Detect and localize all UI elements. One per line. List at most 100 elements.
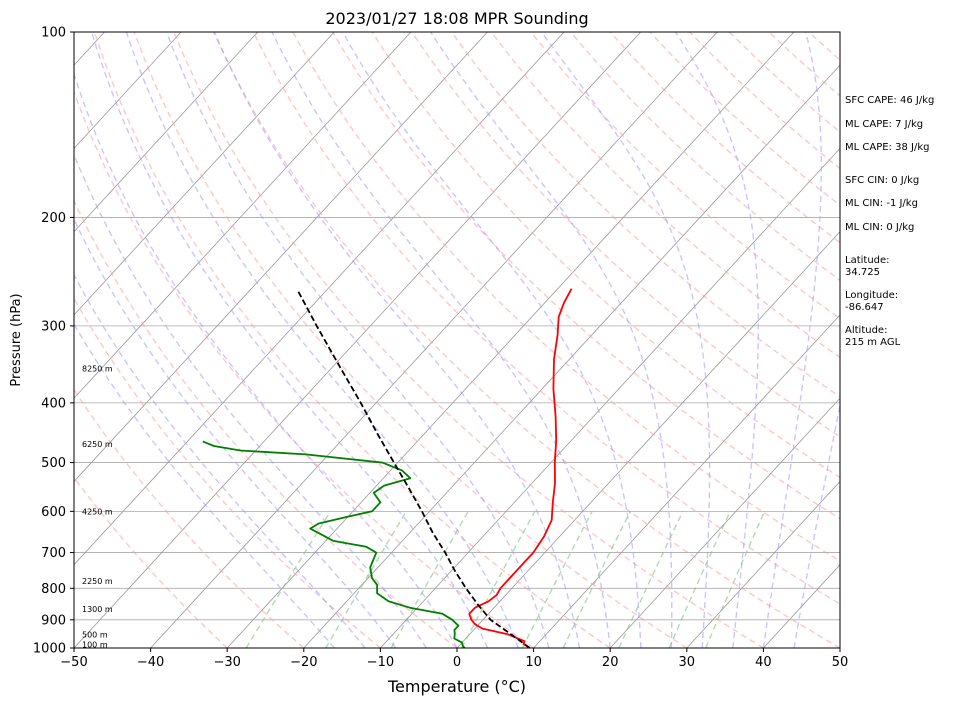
x-tick-label: 0 [453, 655, 461, 670]
mixing-ratio-line [562, 510, 632, 648]
sfc-cape-label: SFC CAPE: 46 J/kg [845, 95, 935, 106]
moist-adiabat-line [540, 32, 711, 648]
parcel-trace [297, 291, 531, 648]
isotherm-line [74, 32, 335, 316]
isotherm-line [74, 32, 258, 233]
mixing-ratio-line [705, 511, 766, 648]
mixing-ratio-line [325, 510, 407, 648]
x-tick-label: −20 [290, 655, 317, 670]
isotherm-line [150, 32, 718, 648]
ml-cin-label-2: ML CIN: 0 J/kg [845, 222, 915, 233]
moist-adiabat-line [74, 72, 458, 648]
temperature-trace [468, 288, 573, 648]
plot-frame [73, 31, 841, 649]
mixing-ratio-line [618, 511, 684, 648]
x-tick-label: −30 [213, 655, 240, 670]
isotherm-line [303, 64, 840, 648]
isotherm-line [74, 32, 412, 399]
dry-adiabat-line [74, 89, 535, 648]
isotherm-line [686, 480, 840, 648]
height-label: 4250 m [82, 508, 113, 517]
moist-adiabat-line [793, 402, 840, 648]
y-axis-label: Pressure (hPa) [9, 293, 24, 386]
isotherm-line [74, 32, 488, 483]
height-label: 6250 m [82, 440, 113, 449]
dry-adiabat-line [93, 32, 611, 648]
dry-adiabat-line [451, 32, 840, 398]
moist-adiabat-line [430, 32, 673, 648]
x-axis-label: Temperature (°C) [387, 677, 526, 696]
longitude-label: Longitude: -86.647 [845, 290, 899, 313]
dry-adiabat-line [74, 296, 381, 648]
height-label: 2250 m [82, 577, 113, 586]
moist-adiabat-line [762, 32, 823, 648]
chart-title: 2023/01/27 18:08 MPR Sounding [325, 9, 588, 28]
isotherm-line [380, 147, 840, 648]
dry-adiabat-line [371, 32, 840, 479]
height-label: 8250 m [82, 364, 113, 373]
ml-cin-label-1: ML CIN: -1 J/kg [845, 198, 918, 209]
dry-adiabat-line [133, 32, 688, 648]
moist-adiabat-line [674, 32, 759, 648]
isotherm-line [74, 32, 565, 566]
dry-adiabat-line [173, 32, 764, 648]
dry-adiabat-line [74, 388, 305, 648]
y-tick-label: 800 [41, 582, 66, 597]
x-tick-label: 10 [525, 655, 542, 670]
sfc-cin-label: SFC CIN: 0 J/kg [845, 175, 920, 186]
moist-adiabat-line [341, 32, 642, 648]
isotherm-line [533, 314, 840, 648]
y-tick-label: 900 [41, 613, 66, 628]
x-tick-label: −50 [60, 655, 87, 670]
x-tick-label: 50 [832, 655, 849, 670]
y-tick-label: 300 [41, 319, 66, 334]
dry-adiabat-line [490, 32, 840, 359]
x-tick-label: 30 [679, 655, 696, 670]
dewpoint-trace [202, 440, 466, 648]
x-tick-label: 40 [755, 655, 772, 670]
y-tick-label: 600 [41, 505, 66, 520]
x-tick-label: 20 [602, 655, 619, 670]
dry-adiabat-line [212, 32, 840, 648]
x-axis-ticks: −50 −40 −30 −20 −10 0 10 20 30 40 50 [60, 648, 848, 670]
mixing-ratio-line [461, 510, 536, 648]
moist-adiabat-line [213, 32, 581, 648]
y-tick-label: 400 [41, 396, 66, 411]
latitude-label: Latitude: 34.725 [845, 255, 890, 278]
moist-adiabat-line [125, 32, 519, 648]
height-label: 1300 m [82, 605, 113, 614]
moist-adiabat-line [74, 273, 366, 648]
y-tick-label: 700 [41, 546, 66, 561]
isotherm-line [226, 32, 795, 648]
altitude-label: Altitude: 215 m AGL [845, 325, 901, 348]
moist-adiabat-line [271, 32, 611, 648]
moist-adiabat-line [74, 322, 335, 648]
mixing-ratio-line [245, 510, 332, 648]
moist-adiabat-line [165, 32, 550, 648]
moist-adiabat-line [74, 152, 427, 648]
y-tick-label: 200 [41, 211, 66, 226]
moist-adiabat-line [74, 217, 397, 648]
mixing-ratio-line [521, 510, 593, 648]
height-label: 500 m [82, 631, 108, 640]
dry-adiabat-line [331, 32, 840, 520]
sounding-series [202, 288, 573, 648]
isotherm-line [456, 231, 840, 648]
mixing-ratio-line [390, 510, 469, 648]
ml-cape-label-1: ML CAPE: 7 J/kg [845, 119, 924, 130]
background-lines [74, 32, 840, 648]
y-tick-label: 100 [41, 26, 66, 41]
x-tick-label: −40 [137, 655, 164, 670]
y-tick-label: 1000 [33, 642, 66, 657]
ml-cape-label-2: ML CAPE: 38 J/kg [845, 142, 930, 153]
dry-adiabat-line [292, 32, 840, 562]
isotherm-line [74, 32, 182, 150]
dry-adiabat-line [74, 476, 228, 648]
dry-adiabat-line [411, 32, 840, 438]
x-tick-label: −10 [367, 655, 394, 670]
isotherm-line [609, 397, 840, 648]
mixing-ratio-line [668, 511, 731, 648]
isotherm-line [74, 32, 641, 648]
